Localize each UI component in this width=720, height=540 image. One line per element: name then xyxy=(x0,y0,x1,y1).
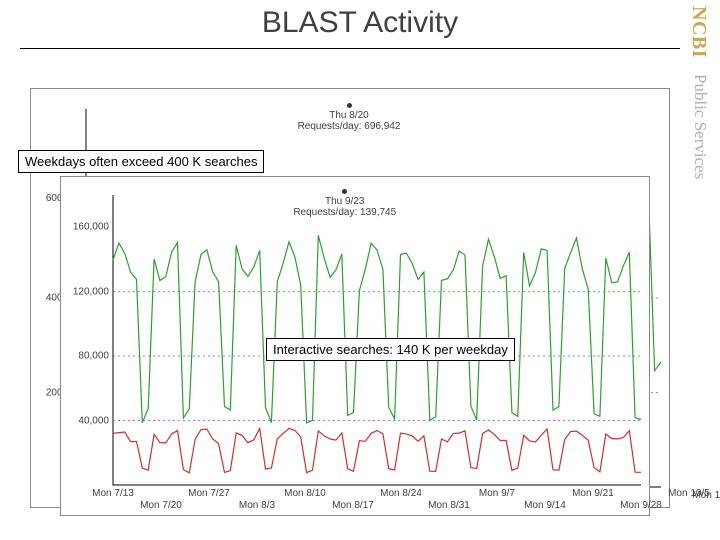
x-axis-tick: Mon 9/7 xyxy=(479,488,515,499)
x-axis-tick: Mon 7/20 xyxy=(140,500,182,511)
x-axis-tick: Mon 9/21 xyxy=(572,488,614,499)
sidebar-public-services-label: Public Services xyxy=(690,74,710,179)
x-axis-tick: Mon 7/13 xyxy=(92,488,134,499)
x-axis-tick: Mon 8/3 xyxy=(239,500,275,511)
chart-tooltip: Thu 9/23Requests/day: 139,745 xyxy=(275,189,415,218)
x-axis-tick: Mon 9/28 xyxy=(620,500,662,511)
x-axis-tick: Mon 8/10 xyxy=(284,488,326,499)
tooltip-date: Thu 9/23 xyxy=(275,196,415,207)
chart-tooltip: Thu 8/20Requests/day: 696,942 xyxy=(279,103,419,132)
callout-interactive: Interactive searches: 140 K per weekday xyxy=(266,338,515,361)
x-axis-tick: Mon 8/24 xyxy=(380,488,422,499)
x-axis-tick: Mon 9/14 xyxy=(524,500,566,511)
tooltip-marker-icon xyxy=(342,189,347,194)
y-axis-tick: 80,000 xyxy=(61,351,109,362)
y-axis-tick: 160,000 xyxy=(61,222,109,233)
y-axis-tick: 40,000 xyxy=(61,415,109,426)
x-axis-tick: Mon 8/17 xyxy=(332,500,374,511)
tooltip-date: Thu 8/20 xyxy=(279,110,419,121)
x-axis-tick: Mon 10/5 xyxy=(668,488,710,499)
x-axis-tick: Mon 8/31 xyxy=(428,500,470,511)
sidebar-ncbi-label: NCBI xyxy=(687,6,710,58)
callout-weekdays: Weekdays often exceed 400 K searches xyxy=(18,150,264,173)
title-rule xyxy=(20,48,680,49)
tooltip-marker-icon xyxy=(347,103,352,108)
page-title: BLAST Activity xyxy=(0,6,720,40)
tooltip-value: Requests/day: 139,745 xyxy=(275,207,415,218)
y-axis-tick: 120,000 xyxy=(61,286,109,297)
x-axis-tick: Mon 7/27 xyxy=(188,488,230,499)
tooltip-value: Requests/day: 696,942 xyxy=(279,121,419,132)
